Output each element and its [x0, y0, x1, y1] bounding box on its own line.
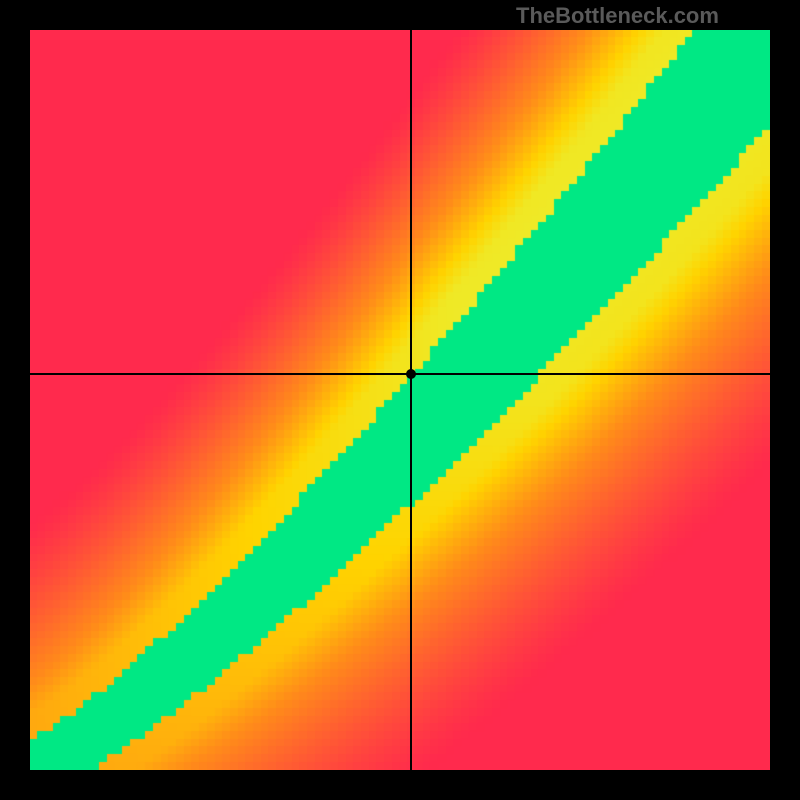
- chart-border-right: [770, 0, 800, 800]
- crosshair-vertical: [410, 30, 412, 770]
- watermark-text: TheBottleneck.com: [516, 3, 719, 29]
- crosshair-horizontal: [30, 373, 770, 375]
- chart-border-left: [0, 0, 30, 800]
- bottleneck-heatmap: [30, 30, 770, 770]
- chart-border-bottom: [0, 770, 800, 800]
